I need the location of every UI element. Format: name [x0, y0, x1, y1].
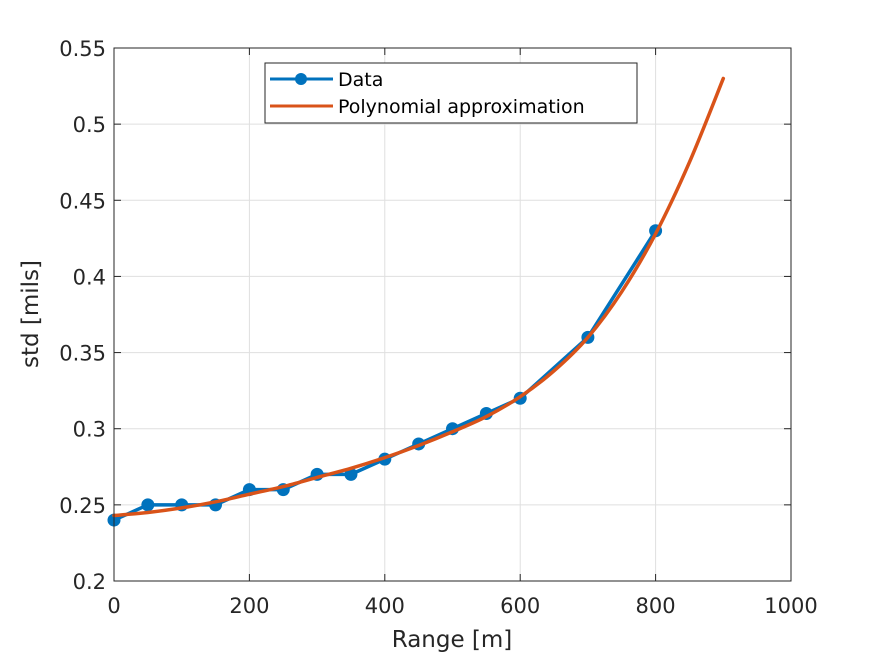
- y-tick-label: 0.45: [59, 189, 106, 213]
- y-axis-label: std [mils]: [18, 260, 44, 368]
- series-layer: [107, 76, 726, 527]
- legend-label-data: Data: [338, 69, 383, 91]
- x-tick-label: 1000: [764, 594, 817, 618]
- y-tick-label: 0.35: [59, 342, 106, 366]
- x-tick-label: 0: [107, 594, 120, 618]
- y-tick-label: 0.3: [73, 418, 106, 442]
- plot-area: [114, 48, 791, 581]
- x-tick-label: 800: [636, 594, 676, 618]
- y-tick-label: 0.25: [59, 494, 106, 518]
- x-tick-label: 400: [365, 594, 405, 618]
- legend-data-marker-icon: [295, 73, 307, 85]
- series-polynomial-line: [112, 76, 726, 518]
- x-axis-label: Range [m]: [392, 627, 513, 653]
- series-data-point: [344, 467, 358, 481]
- series-data-point: [141, 498, 155, 512]
- y-tick-label: 0.2: [73, 570, 106, 594]
- legend: Data Polynomial approximation: [264, 62, 638, 124]
- legend-box: [264, 62, 638, 124]
- y-tick-label: 0.5: [73, 113, 106, 137]
- plot-frame: [113, 47, 792, 582]
- y-tick-label: 0.4: [73, 265, 106, 289]
- y-tick-label: 0.55: [59, 37, 106, 61]
- axis-ticks: [113, 47, 792, 582]
- x-tick-label: 600: [500, 594, 540, 618]
- x-tick-label: 200: [229, 594, 269, 618]
- tick-labels: 0 200 400 600 800 1000 0.2 0.25 0.3 0.35 0.4 0.45 0.…: [59, 37, 817, 618]
- legend-label-polynomial: Polynomial approximation: [338, 96, 585, 118]
